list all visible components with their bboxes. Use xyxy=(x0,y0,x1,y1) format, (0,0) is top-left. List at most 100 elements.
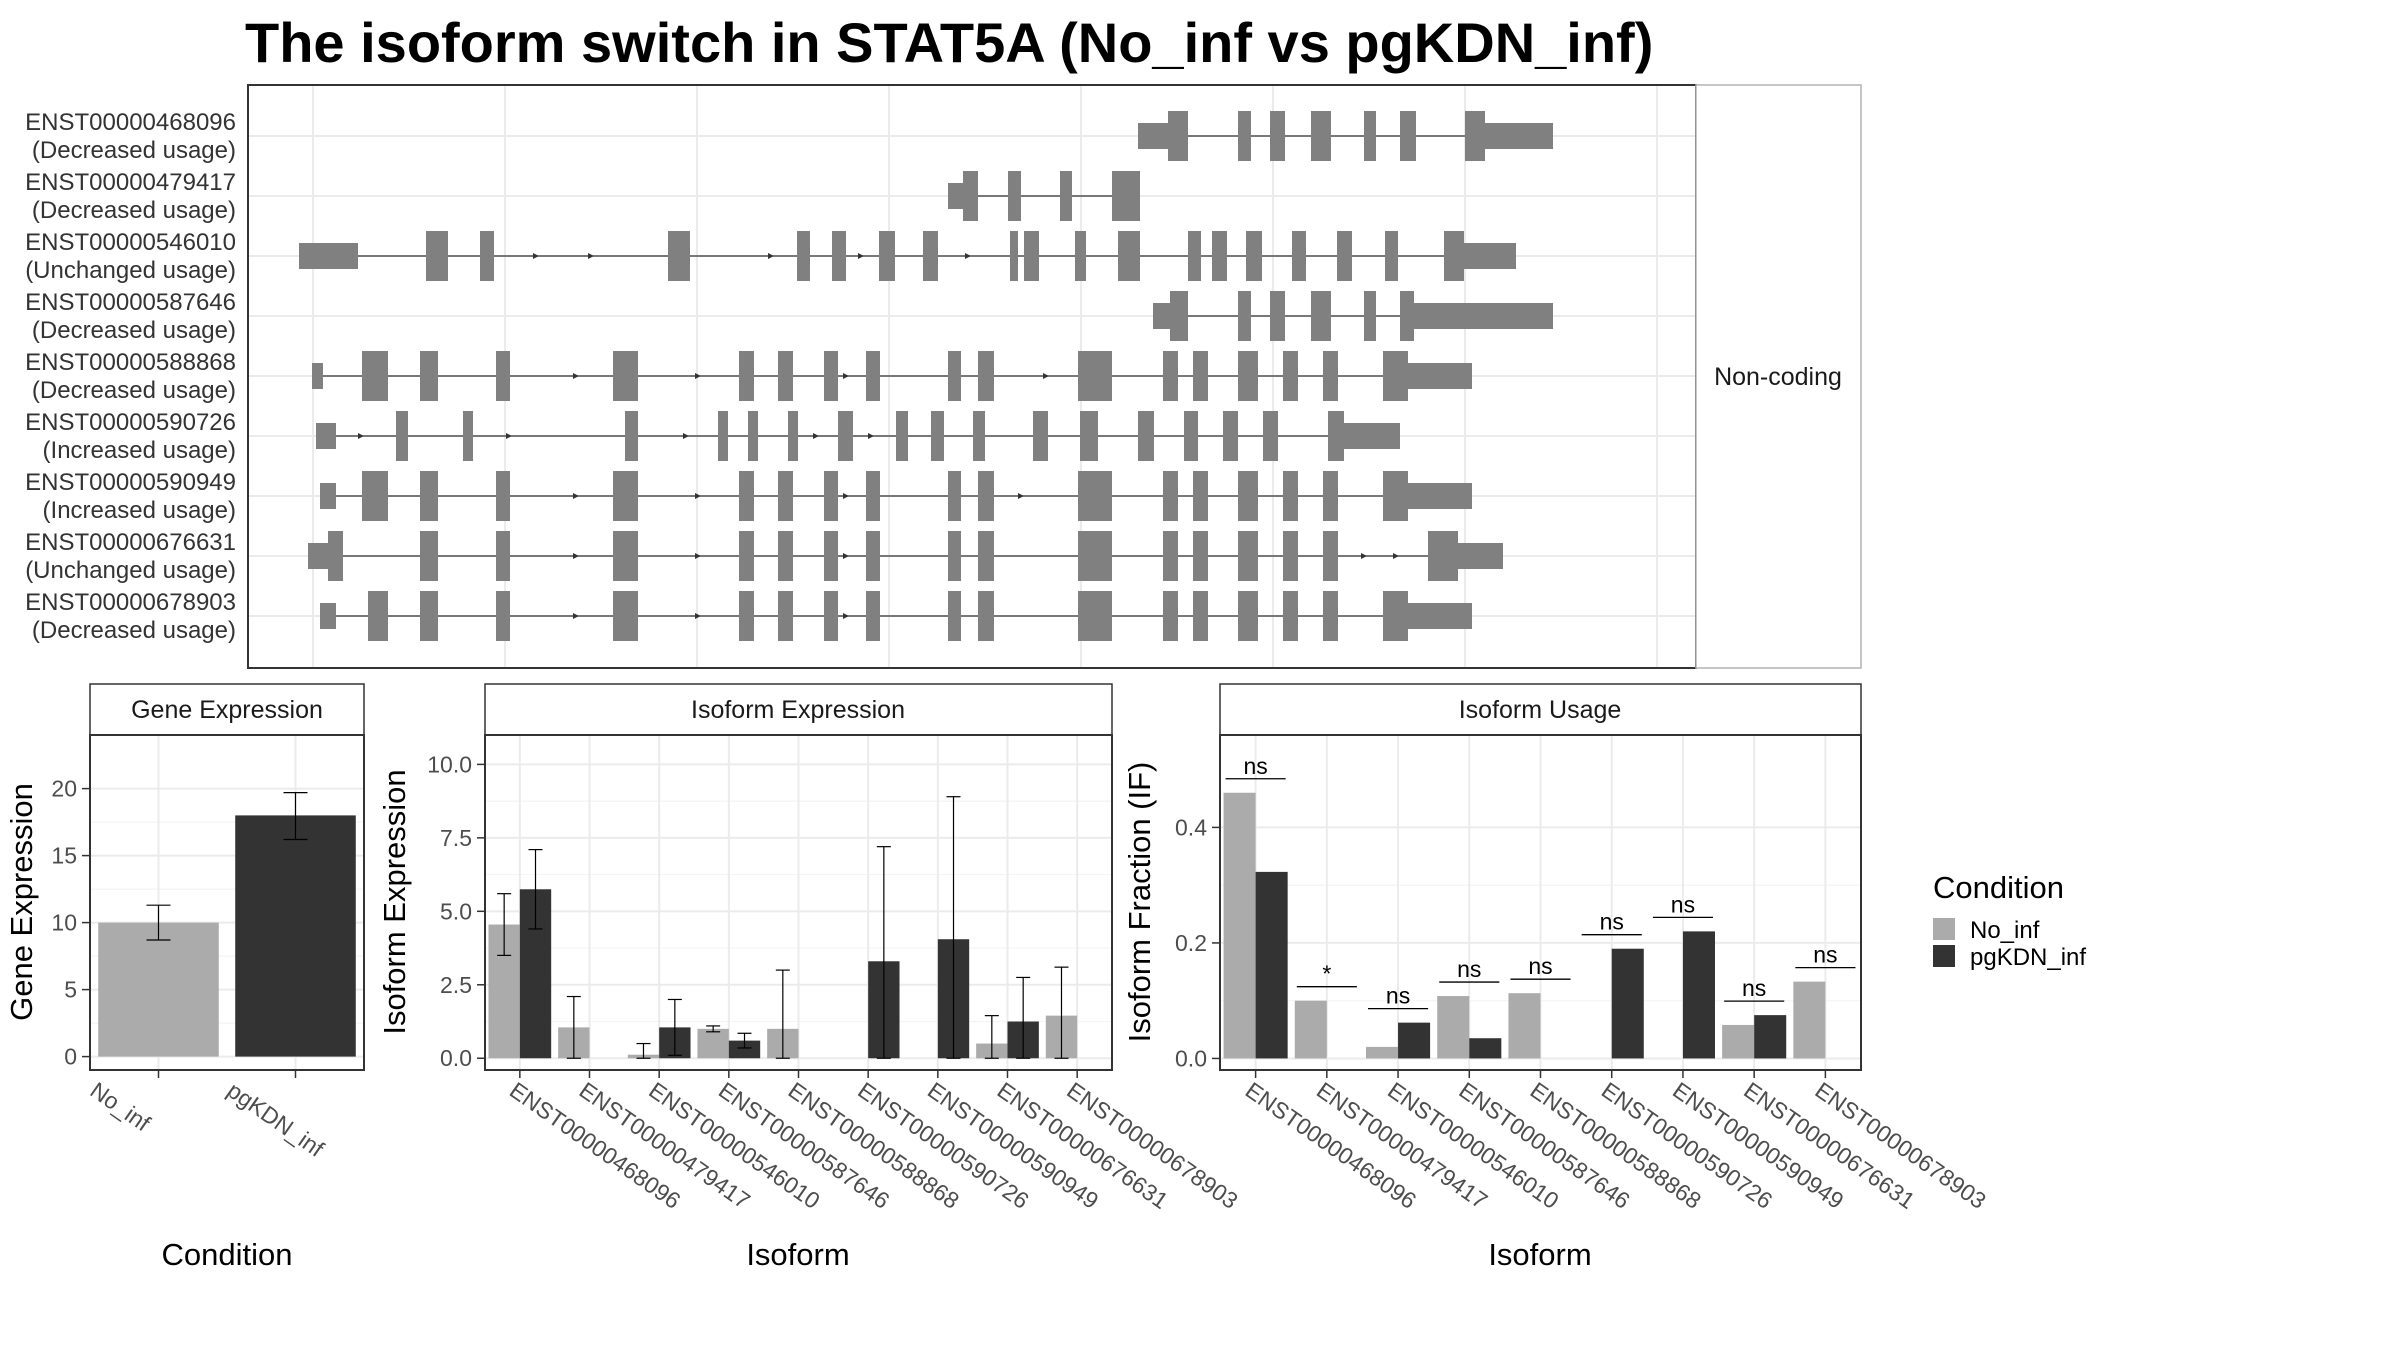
utr-exon xyxy=(316,423,336,449)
coding-exon xyxy=(1283,531,1298,581)
isoform-label-id: ENST00000590726 xyxy=(25,409,236,436)
coding-exon xyxy=(1078,531,1112,581)
isoform-label-id: ENST00000590949 xyxy=(25,469,236,496)
significance-annotation: * xyxy=(1296,961,1357,988)
x-tick-label: No_inf xyxy=(86,1077,156,1137)
coding-exon xyxy=(879,231,895,281)
coding-exon xyxy=(739,591,754,641)
svg-text:ns: ns xyxy=(1742,975,1766,1001)
isoform-expression-strip-label: Isoform Expression xyxy=(691,696,905,724)
significance-annotation: ns xyxy=(1225,753,1286,780)
isoform-label-id: ENST00000468096 xyxy=(25,109,236,136)
coding-exon xyxy=(1163,591,1178,641)
coding-exon xyxy=(613,591,638,641)
isoform-label-list: ENST00000468096(Decreased usage)ENST0000… xyxy=(25,109,236,644)
coding-exon xyxy=(1283,591,1298,641)
significance-annotation: ns xyxy=(1510,953,1571,980)
coding-exon xyxy=(824,471,838,521)
x-tick-label: pgKDN_inf xyxy=(223,1077,330,1162)
coding-exon xyxy=(1010,231,1018,281)
coding-exon xyxy=(1337,231,1352,281)
coding-exon xyxy=(748,411,758,461)
coding-exon xyxy=(1270,111,1285,161)
coding-exon xyxy=(480,231,494,281)
isoform-label-id: ENST00000587646 xyxy=(25,289,236,316)
coding-exon xyxy=(973,411,985,461)
coding-exon xyxy=(1465,111,1485,161)
coding-exon xyxy=(778,531,793,581)
isoform-expression-x-title: Isoform xyxy=(746,1237,849,1272)
error-bar xyxy=(946,796,961,1059)
coding-exon xyxy=(1263,411,1278,461)
coding-exon xyxy=(1364,291,1376,341)
utr-exon xyxy=(1464,243,1516,269)
legend-label-pgkdn-inf: pgKDN_inf xyxy=(1970,944,2086,971)
utr-exon xyxy=(1458,543,1503,569)
coding-exon xyxy=(866,591,880,641)
coding-exon xyxy=(1311,111,1331,161)
coding-exon xyxy=(948,591,961,641)
coding-exon xyxy=(1223,411,1238,461)
coding-exon xyxy=(797,231,810,281)
coding-exon xyxy=(1170,291,1188,341)
gene-expression-y-title: Gene Expression xyxy=(4,783,39,1021)
error-bar xyxy=(1016,976,1031,1059)
coding-exon xyxy=(420,351,438,401)
isoform-label-id: ENST00000479417 xyxy=(25,169,236,196)
coding-exon xyxy=(896,411,908,461)
coding-exon xyxy=(613,531,638,581)
y-tick-label: 5.0 xyxy=(440,898,472,924)
isoform-track-list xyxy=(299,111,1553,641)
strand-arrow xyxy=(506,433,512,439)
coding-exon xyxy=(1060,171,1072,221)
utr-exon xyxy=(1344,423,1400,449)
utr-exon xyxy=(1153,303,1170,329)
gene-expression-strip-label: Gene Expression xyxy=(131,696,323,724)
error-bar xyxy=(984,1015,999,1059)
bar-no-inf-enst00000676631 xyxy=(1722,1024,1755,1059)
figure-title: The isoform switch in STAT5A (No_inf vs … xyxy=(245,11,1653,74)
coding-exon xyxy=(1193,531,1208,581)
coding-exon xyxy=(1138,411,1154,461)
error-bar xyxy=(876,846,891,1059)
coding-exon xyxy=(1212,231,1227,281)
utr-exon xyxy=(320,603,336,629)
coding-exon xyxy=(1078,591,1112,641)
coding-exon xyxy=(1383,351,1408,401)
y-tick-label: 0 xyxy=(64,1044,77,1070)
coding-exon xyxy=(963,171,978,221)
coding-exon xyxy=(788,411,798,461)
coding-exon xyxy=(1008,171,1021,221)
coding-exon xyxy=(1400,111,1416,161)
isoform-label-usage: (Decreased usage) xyxy=(32,617,236,644)
coding-exon xyxy=(1270,291,1285,341)
utr-exon xyxy=(1408,603,1472,629)
coding-exon xyxy=(1323,531,1338,581)
isoform-label-usage: (Decreased usage) xyxy=(32,137,236,164)
coding-exon xyxy=(978,471,994,521)
error-bar xyxy=(737,1032,752,1049)
coding-exon xyxy=(463,411,473,461)
strand-arrow xyxy=(1043,373,1049,379)
utr-exon xyxy=(1408,363,1472,389)
strand-arrow xyxy=(573,553,579,559)
svg-text:ns: ns xyxy=(1457,956,1481,982)
coding-exon xyxy=(1323,351,1338,401)
y-tick-label: 2.5 xyxy=(440,972,472,998)
coding-exon xyxy=(496,591,510,641)
legend-swatch-no-inf xyxy=(1933,918,1955,940)
bar-pgkdn-inf-enst00000468096 xyxy=(1255,871,1288,1059)
coding-exon xyxy=(778,351,793,401)
strand-arrow xyxy=(573,613,579,619)
coding-exon xyxy=(948,351,961,401)
coding-exon xyxy=(368,591,388,641)
coding-exon xyxy=(420,531,438,581)
error-bar xyxy=(636,1042,651,1059)
isoform-usage-x-title: Isoform xyxy=(1488,1237,1591,1272)
y-tick-label: 10.0 xyxy=(427,751,472,777)
coding-exon xyxy=(1193,351,1208,401)
utr-exon xyxy=(320,483,336,509)
strand-arrow xyxy=(858,253,864,259)
facet-strip-non-coding xyxy=(1695,84,1862,669)
